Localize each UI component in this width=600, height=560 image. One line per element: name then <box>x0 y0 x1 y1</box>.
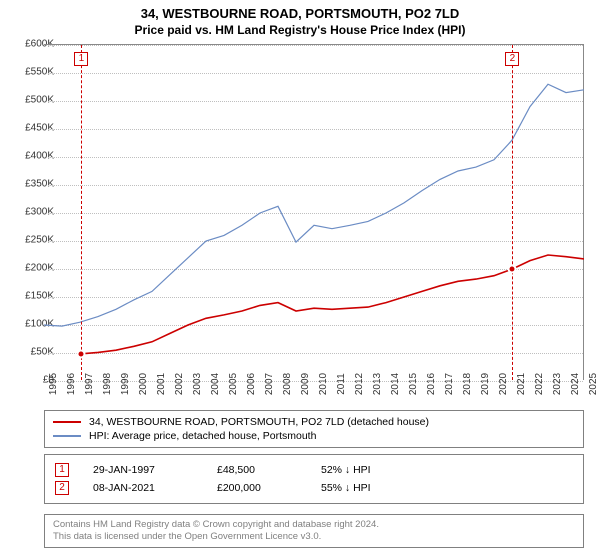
event-row-price: £200,000 <box>217 482 297 494</box>
event-marker-box: 2 <box>505 52 519 66</box>
event-row-hpi: 52% ↓ HPI <box>321 464 421 476</box>
page-title: 34, WESTBOURNE ROAD, PORTSMOUTH, PO2 7LD <box>0 0 600 21</box>
footer-line-1: Contains HM Land Registry data © Crown c… <box>53 519 575 531</box>
legend-label: 34, WESTBOURNE ROAD, PORTSMOUTH, PO2 7LD… <box>89 416 429 428</box>
legend-row: HPI: Average price, detached house, Port… <box>53 429 575 443</box>
chart-plot-area <box>44 44 584 380</box>
event-row: 1 29-JAN-1997 £48,500 52% ↓ HPI <box>55 461 573 479</box>
series-line-hpi <box>44 84 584 326</box>
event-row-date: 08-JAN-2021 <box>93 482 193 494</box>
event-row-hpi: 55% ↓ HPI <box>321 482 421 494</box>
footer-attribution: Contains HM Land Registry data © Crown c… <box>44 514 584 548</box>
event-point-dot <box>77 349 86 358</box>
event-row-date: 29-JAN-1997 <box>93 464 193 476</box>
event-vertical-line <box>512 45 513 380</box>
event-row: 2 08-JAN-2021 £200,000 55% ↓ HPI <box>55 479 573 497</box>
legend-swatch <box>53 421 81 423</box>
legend-swatch <box>53 435 81 437</box>
legend-row: 34, WESTBOURNE ROAD, PORTSMOUTH, PO2 7LD… <box>53 415 575 429</box>
event-row-marker: 1 <box>55 463 69 477</box>
event-row-price: £48,500 <box>217 464 297 476</box>
event-marker-box: 1 <box>74 52 88 66</box>
gridline <box>44 381 583 382</box>
page-subtitle: Price paid vs. HM Land Registry's House … <box>0 21 600 41</box>
event-row-marker: 2 <box>55 481 69 495</box>
footer-line-2: This data is licensed under the Open Gov… <box>53 531 575 543</box>
chart-svg <box>44 45 584 381</box>
events-table: 1 29-JAN-1997 £48,500 52% ↓ HPI 2 08-JAN-2021… <box>44 454 584 504</box>
event-vertical-line <box>81 45 82 380</box>
x-axis-label: 2025 <box>588 373 599 395</box>
legend: 34, WESTBOURNE ROAD, PORTSMOUTH, PO2 7LD… <box>44 410 584 448</box>
event-point-dot <box>508 265 517 274</box>
legend-label: HPI: Average price, detached house, Port… <box>89 430 316 442</box>
